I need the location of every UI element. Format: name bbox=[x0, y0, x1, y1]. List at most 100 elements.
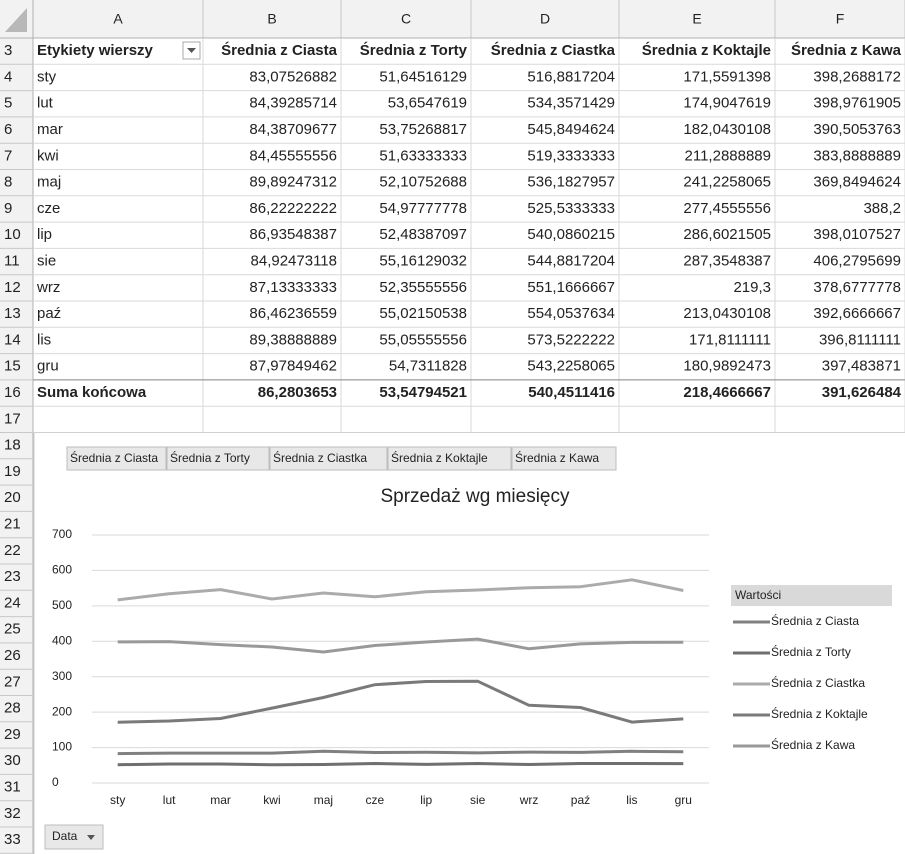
cell-value: 55,16129032 bbox=[379, 253, 467, 270]
row-number: 20 bbox=[4, 489, 21, 506]
cell-value: 213,0430108 bbox=[683, 305, 771, 322]
row-number: 33 bbox=[4, 831, 21, 848]
row-number: 7 bbox=[4, 147, 12, 164]
x-tick-label: kwi bbox=[263, 793, 280, 807]
row-number: 8 bbox=[4, 174, 12, 191]
row-number: 5 bbox=[4, 95, 12, 112]
field-button[interactable] bbox=[511, 446, 617, 471]
series-line bbox=[117, 637, 684, 654]
cell-value: 378,6777778 bbox=[813, 279, 901, 296]
cell-value: 84,38709677 bbox=[249, 121, 337, 138]
row-label: kwi bbox=[37, 147, 59, 164]
cell-value: 406,2795699 bbox=[813, 253, 901, 270]
column-header: Średnia z Ciastka bbox=[491, 41, 616, 59]
row-number: 3 bbox=[4, 42, 12, 59]
row-number: 27 bbox=[4, 673, 21, 690]
cell-value: 286,6021505 bbox=[683, 226, 771, 243]
cell-value: 86,22222222 bbox=[249, 200, 337, 217]
cell-value: 55,02150538 bbox=[379, 305, 467, 322]
field-button-label: Średnia z Kawa bbox=[515, 450, 599, 465]
row-label: lip bbox=[37, 226, 52, 243]
column-header: Średnia z Torty bbox=[360, 41, 468, 59]
legend-header bbox=[731, 585, 892, 606]
column-letter: A bbox=[113, 11, 123, 27]
row-number: 13 bbox=[4, 305, 21, 322]
row-number: 14 bbox=[4, 331, 21, 348]
legend-title: Wartości bbox=[735, 588, 781, 602]
cell-value: 52,10752688 bbox=[379, 174, 467, 191]
y-tick-label: 200 bbox=[52, 704, 72, 718]
field-button-label: Średnia z Torty bbox=[170, 450, 250, 465]
series-line bbox=[117, 749, 684, 756]
x-tick-label: sty bbox=[110, 793, 125, 807]
x-tick-label: lis bbox=[626, 793, 637, 807]
cell-value: 174,9047619 bbox=[683, 95, 771, 112]
cell-value: 219,3 bbox=[733, 279, 771, 296]
row-label: wrz bbox=[36, 279, 60, 296]
cell-value: 241,2258065 bbox=[683, 174, 771, 191]
cell-value: 87,97849462 bbox=[249, 358, 337, 375]
cell-value: 525,5333333 bbox=[527, 200, 615, 217]
row-number: 11 bbox=[4, 253, 20, 270]
cell-value: 86,93548387 bbox=[249, 226, 337, 243]
cell-value: 211,2888889 bbox=[685, 147, 771, 164]
row-number: 19 bbox=[4, 463, 21, 480]
category-field-arrow bbox=[87, 835, 95, 840]
row-number: 32 bbox=[4, 805, 21, 822]
row-number: 21 bbox=[4, 516, 21, 533]
cell-value: 53,6547619 bbox=[388, 95, 467, 112]
x-tick-label: maj bbox=[314, 793, 333, 807]
x-tick-label: sie bbox=[470, 793, 486, 807]
column-letter: B bbox=[267, 11, 276, 27]
y-tick-label: 100 bbox=[52, 740, 72, 754]
y-tick-label: 300 bbox=[52, 669, 72, 683]
cell-value: 83,07526882 bbox=[249, 68, 337, 85]
row-number: 18 bbox=[4, 437, 21, 454]
field-button[interactable] bbox=[166, 446, 270, 471]
cell-value: 52,35555556 bbox=[379, 279, 467, 296]
cell-value: 277,4555556 bbox=[683, 200, 771, 217]
total-value: 391,626484 bbox=[822, 384, 902, 401]
row-label: lut bbox=[37, 95, 54, 112]
cell-value: 392,6666667 bbox=[813, 305, 901, 322]
field-button[interactable] bbox=[269, 446, 388, 471]
cell-value: 51,64516129 bbox=[379, 68, 467, 85]
x-tick-label: lut bbox=[163, 793, 176, 807]
row-label: lis bbox=[37, 331, 51, 348]
column-header: Średnia z Koktajle bbox=[642, 41, 771, 59]
cell-value: 554,0537634 bbox=[527, 305, 615, 322]
row-number: 15 bbox=[4, 358, 21, 375]
row-number: 29 bbox=[4, 726, 21, 743]
cell-value: 519,3333333 bbox=[527, 147, 615, 164]
column-letter: E bbox=[692, 11, 701, 27]
cell-value: 534,3571429 bbox=[527, 95, 615, 112]
cell-value: 51,63333333 bbox=[379, 147, 467, 164]
legend-label: Średnia z Torty bbox=[771, 644, 851, 659]
field-button[interactable] bbox=[387, 446, 512, 471]
category-field-label: Data bbox=[52, 829, 78, 843]
cell-value: 398,2688172 bbox=[813, 68, 901, 85]
cell-value: 287,3548387 bbox=[683, 253, 771, 270]
cell-value: 87,13333333 bbox=[249, 279, 337, 296]
row-number: 25 bbox=[4, 621, 21, 638]
legend-label: Średnia z Ciastka bbox=[771, 675, 865, 690]
y-tick-label: 500 bbox=[52, 598, 72, 612]
row-number: 26 bbox=[4, 647, 21, 664]
y-tick-label: 700 bbox=[52, 527, 72, 541]
column-letter: D bbox=[540, 11, 550, 27]
field-button[interactable] bbox=[66, 446, 167, 471]
column-header: Średnia z Kawa bbox=[791, 41, 902, 59]
row-number: 4 bbox=[4, 68, 12, 85]
cell-value: 52,48387097 bbox=[379, 226, 467, 243]
legend-label: Średnia z Koktajle bbox=[771, 706, 868, 721]
field-button-label: Średnia z Koktajle bbox=[391, 450, 488, 465]
cell-value: 55,05555556 bbox=[379, 331, 467, 348]
chart-title: Sprzedaż wg miesięcy bbox=[380, 486, 570, 507]
cell-value: 89,89247312 bbox=[249, 174, 337, 191]
row-label: cze bbox=[37, 200, 60, 217]
cell-value: 54,7311828 bbox=[389, 358, 467, 375]
row-label: paź bbox=[37, 305, 61, 322]
row-number: 9 bbox=[4, 200, 12, 217]
cell-value: 540,0860215 bbox=[527, 226, 615, 243]
